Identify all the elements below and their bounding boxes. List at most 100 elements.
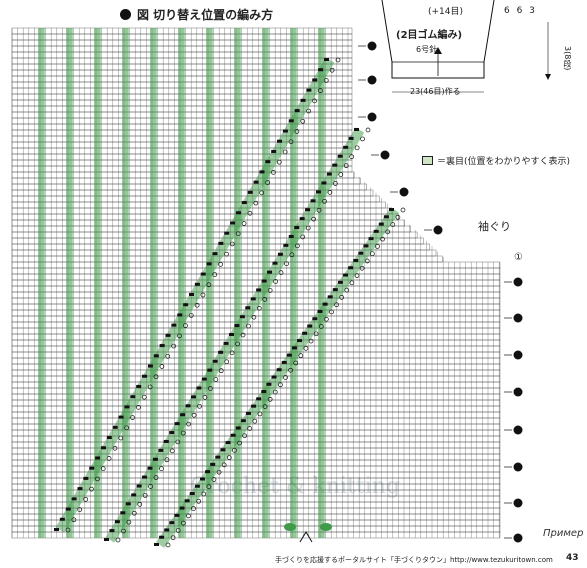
purl-mark bbox=[256, 397, 262, 401]
purl-mark bbox=[159, 344, 165, 348]
green-column bbox=[94, 28, 101, 538]
purl-mark bbox=[259, 170, 265, 174]
yarn-over-mark bbox=[183, 323, 188, 329]
yarn-over-mark bbox=[224, 251, 229, 257]
yarn-over-mark bbox=[259, 190, 265, 196]
yarn-over-mark bbox=[83, 496, 88, 502]
yarn-over-mark bbox=[324, 316, 329, 322]
yarn-over-mark bbox=[188, 313, 194, 318]
purl-mark bbox=[261, 279, 267, 283]
row-marker-icon bbox=[367, 75, 377, 85]
purl-mark bbox=[100, 446, 106, 450]
purl-mark bbox=[153, 354, 159, 358]
bottom-green-mark bbox=[284, 523, 296, 531]
yarn-over-mark bbox=[216, 469, 222, 475]
purl-mark bbox=[106, 436, 112, 440]
green-column bbox=[318, 28, 325, 538]
purl-mark bbox=[271, 149, 277, 153]
yarn-over-mark bbox=[121, 528, 126, 534]
inset-needle: 6号針 bbox=[416, 45, 438, 54]
yarn-over-mark bbox=[339, 295, 345, 300]
yarn-over-mark bbox=[115, 537, 121, 543]
yarn-over-mark bbox=[323, 78, 329, 83]
armhole-row-mark: ① bbox=[514, 252, 523, 263]
yarn-over-mark bbox=[202, 395, 208, 400]
yarn-over-mark bbox=[142, 493, 148, 498]
inset-outline bbox=[381, 0, 495, 79]
purl-mark bbox=[125, 502, 131, 506]
yarn-over-mark bbox=[118, 435, 124, 441]
inset-label: (2目ゴム編み) bbox=[396, 30, 463, 41]
yarn-over-mark bbox=[278, 382, 283, 388]
purl-mark bbox=[261, 390, 267, 394]
purl-mark bbox=[358, 251, 364, 255]
row-marker-icon bbox=[380, 150, 390, 160]
yarn-over-mark bbox=[89, 486, 94, 492]
yarn-over-mark bbox=[237, 440, 242, 446]
purl-mark bbox=[174, 422, 180, 426]
yarn-over-mark bbox=[349, 280, 355, 286]
purl-mark bbox=[297, 339, 303, 343]
diagram-title-text: 図 切り替え位置の編み方 bbox=[137, 8, 274, 22]
purl-mark bbox=[241, 201, 247, 205]
yarn-over-mark bbox=[165, 353, 171, 359]
yarn-over-mark bbox=[175, 528, 181, 533]
purl-mark bbox=[250, 297, 256, 301]
yarn-over-mark bbox=[77, 507, 83, 512]
purl-mark bbox=[83, 476, 89, 480]
purl-mark bbox=[54, 528, 59, 531]
purl-mark bbox=[321, 181, 327, 185]
purl-mark bbox=[201, 377, 207, 381]
purl-mark bbox=[77, 487, 83, 491]
yarn-over-mark bbox=[232, 447, 237, 453]
purl-mark bbox=[124, 405, 130, 409]
row-marker-icon bbox=[513, 425, 523, 435]
purl-mark bbox=[142, 475, 148, 479]
purl-mark bbox=[265, 160, 271, 164]
yarn-over-mark bbox=[283, 375, 288, 380]
green-column bbox=[290, 28, 297, 538]
yarn-over-mark bbox=[235, 231, 241, 237]
purl-mark bbox=[281, 360, 287, 364]
purl-mark bbox=[332, 288, 338, 292]
purl-mark bbox=[267, 270, 273, 274]
inset-top-digits: 6 6 3 bbox=[504, 6, 537, 16]
yarn-over-mark bbox=[329, 67, 335, 73]
purl-mark bbox=[363, 244, 369, 248]
purl-mark bbox=[299, 217, 305, 221]
purl-mark bbox=[322, 302, 328, 306]
purl-mark bbox=[230, 433, 236, 437]
yarn-over-mark bbox=[316, 207, 322, 213]
purl-mark bbox=[171, 323, 177, 327]
yarn-over-mark bbox=[201, 491, 207, 497]
yarn-over-mark bbox=[267, 396, 273, 402]
diagonal-band bbox=[105, 127, 365, 543]
yarn-over-mark bbox=[246, 323, 251, 329]
purl-mark bbox=[240, 419, 246, 423]
yarn-over-mark bbox=[313, 331, 319, 337]
purl-mark bbox=[368, 237, 374, 241]
purl-mark bbox=[120, 511, 126, 515]
yarn-over-mark bbox=[100, 466, 106, 472]
purl-mark bbox=[174, 513, 180, 517]
yarn-over-mark bbox=[106, 456, 112, 461]
purl-mark bbox=[142, 374, 148, 378]
purl-mark bbox=[194, 282, 200, 286]
yarn-over-mark bbox=[206, 282, 212, 288]
purl-mark bbox=[179, 506, 185, 510]
purl-mark bbox=[154, 543, 159, 546]
yarn-over-mark bbox=[159, 364, 165, 369]
purl-mark bbox=[136, 384, 142, 388]
purl-mark bbox=[169, 521, 175, 525]
yarn-over-mark bbox=[240, 332, 246, 338]
yarn-over-mark bbox=[226, 455, 232, 460]
purl-mark bbox=[310, 199, 316, 203]
yarn-over-mark bbox=[130, 415, 135, 420]
yarn-over-mark bbox=[206, 484, 212, 490]
yarn-over-mark bbox=[284, 261, 289, 267]
yarn-over-mark bbox=[180, 430, 186, 436]
purl-mark bbox=[235, 211, 241, 215]
purl-mark bbox=[326, 172, 332, 176]
purl-mark bbox=[300, 98, 306, 102]
purl-mark bbox=[305, 208, 311, 212]
